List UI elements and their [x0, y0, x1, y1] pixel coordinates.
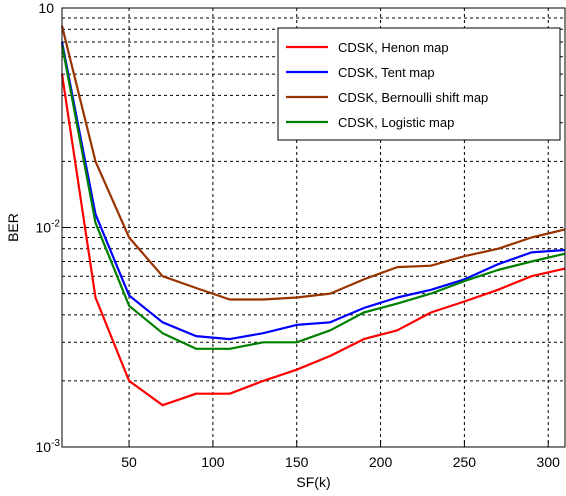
- legend-label-4: CDSK, Logistic map: [338, 115, 454, 130]
- legend-label-2: CDSK, Tent map: [338, 65, 435, 80]
- y-tick-label: 10-3: [36, 438, 61, 455]
- y-tick-label: 10-2: [36, 219, 61, 236]
- legend-label-1: CDSK, Henon map: [338, 40, 449, 55]
- series-line-2: [60, 41, 566, 341]
- x-tick-label: 250: [453, 454, 477, 470]
- legend: CDSK, Henon map CDSK, Tent map CDSK, Berno…: [277, 27, 561, 141]
- series-lines: [60, 25, 566, 407]
- legend-label-3: CDSK, Bernoulli shift map: [338, 90, 488, 105]
- x-tick-label: 100: [201, 454, 225, 470]
- series-line-4: [60, 44, 566, 350]
- x-tick-label: 50: [121, 454, 137, 470]
- y-axis-label: BER: [5, 213, 21, 242]
- x-axis-label: SF(k): [296, 474, 330, 490]
- x-tick-label: 200: [369, 454, 393, 470]
- y-tick-label: 10: [38, 0, 54, 16]
- x-tick-label: 150: [285, 454, 309, 470]
- series-line-1: [60, 73, 566, 407]
- series-line-3: [60, 25, 566, 301]
- tick-labels: 50 100 150 200 250 300 10-3 10-2 10: [36, 0, 561, 470]
- x-tick-label: 300: [537, 454, 561, 470]
